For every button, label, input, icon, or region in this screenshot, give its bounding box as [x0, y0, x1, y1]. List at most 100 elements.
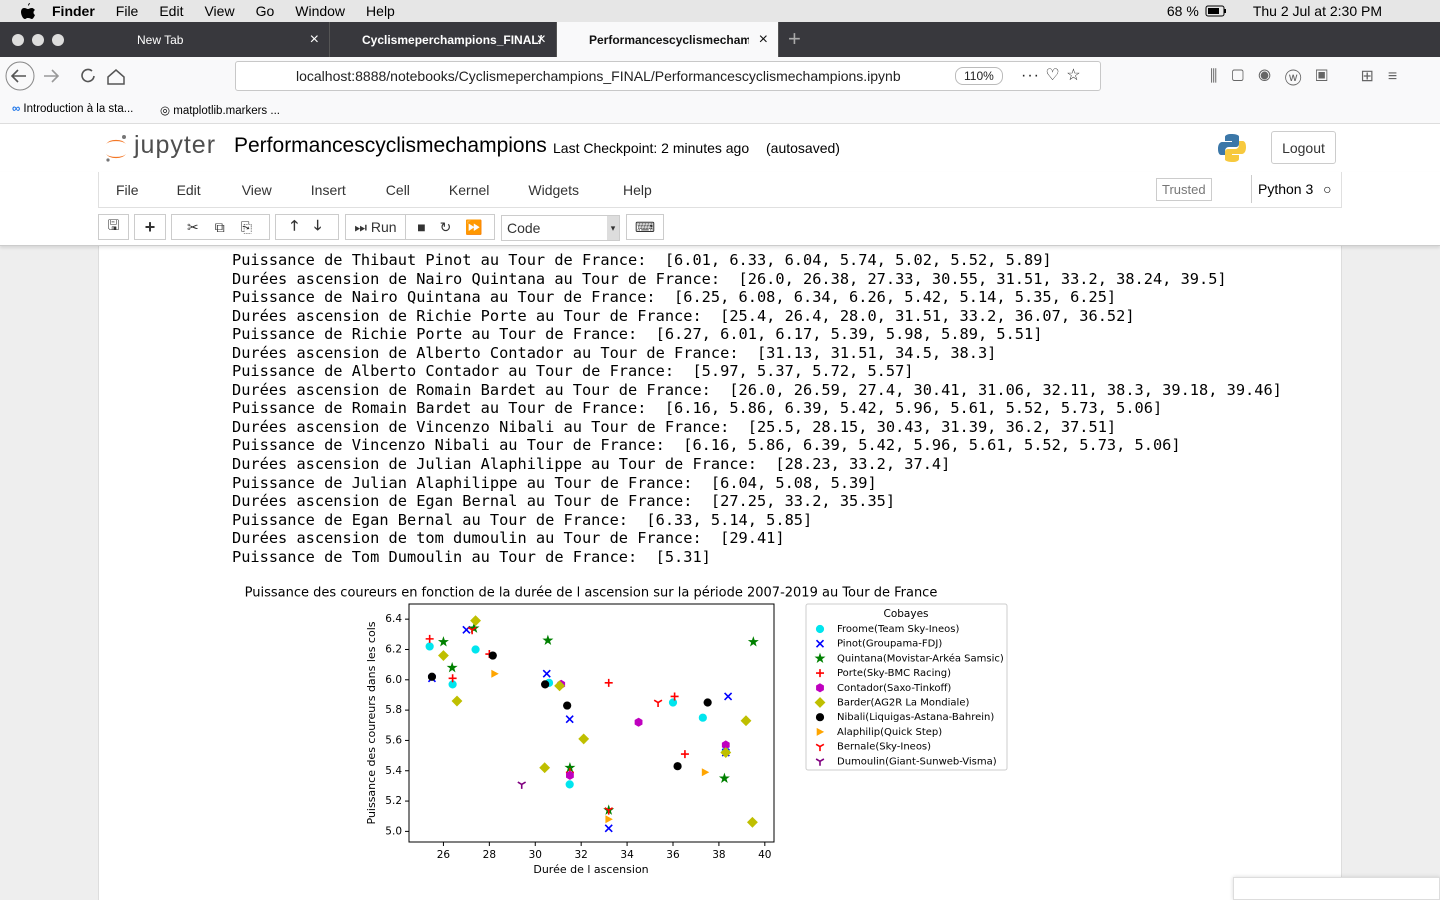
- y-tick-label: 5.6: [385, 734, 402, 746]
- trusted[interactable]: Trusted: [1156, 178, 1212, 201]
- point: [425, 634, 434, 643]
- jupyter-logo[interactable]: jupyter: [134, 131, 217, 159]
- point: [448, 680, 457, 689]
- zoom[interactable]: 110%: [955, 67, 1003, 85]
- run-button[interactable]: ⏭ Run: [345, 214, 406, 240]
- move-buttons[interactable]: 🡑🡓: [275, 214, 339, 240]
- menu-item[interactable]: Help: [622, 182, 652, 198]
- menu-item[interactable]: Widgets: [528, 182, 579, 198]
- toolbar-icons[interactable]: ⫼▢◉ⓦ▣ ⊞≡: [1210, 68, 1412, 85]
- menu-item[interactable]: View: [204, 3, 235, 19]
- notebook-name[interactable]: Performancescyclismechampions: [234, 134, 547, 157]
- legend-marker: [815, 713, 825, 722]
- legend-label: Bernale(Sky-Ineos): [837, 742, 931, 753]
- kernel-buttons[interactable]: ■↻⏩: [405, 214, 495, 240]
- legend-marker: [816, 683, 824, 693]
- output-line: Puissance de Tom Dumoulin au Tour de Fra…: [232, 547, 711, 566]
- output-line: Puissance de Julian Alaphilippe au Tour …: [232, 473, 877, 492]
- legend-label: Quintana(Movistar-Arkéa Samsic): [837, 652, 1004, 664]
- menu-item[interactable]: File: [115, 3, 139, 19]
- menu-item[interactable]: File: [116, 182, 139, 198]
- point: [578, 733, 590, 745]
- y-tick-label: 5.2: [385, 795, 402, 807]
- menu-item[interactable]: View: [241, 182, 272, 198]
- point: [673, 762, 682, 771]
- logout-button[interactable]: Logout: [1271, 131, 1336, 164]
- point: [747, 636, 759, 647]
- run-label: Run: [370, 219, 397, 235]
- menu-item[interactable]: Help: [366, 3, 395, 19]
- legend-marker: [814, 697, 826, 708]
- x-tick-label: 36: [666, 849, 680, 861]
- url: localhost:8888/notebooks/Cyclismepercham…: [296, 68, 901, 84]
- menu-item[interactable]: Go: [255, 3, 275, 19]
- menu-item[interactable]: Cell: [385, 182, 410, 198]
- point: [565, 780, 574, 789]
- y-tick-label: 6.2: [385, 643, 402, 655]
- clock[interactable]: Thu 2 Jul at 2:30 PM: [1252, 3, 1382, 19]
- url-bar[interactable]: localhost:8888/notebooks/Cyclismepercham…: [235, 61, 1101, 91]
- menu: File Edit View Insert Cell Kernel Widgets Help: [116, 182, 652, 198]
- point: [724, 692, 733, 701]
- output-line: Durées ascension de Romain Bardet au Tou…: [232, 380, 1282, 399]
- page-actions[interactable]: ··· ♡ ☆: [1021, 67, 1082, 84]
- output-line: Puissance de Romain Bardet au Tour de Fr…: [232, 399, 1163, 418]
- checkpoint: Last Checkpoint: 2 minutes ago: [553, 140, 750, 156]
- tab[interactable]: Cyclismeperchampions_FINAL/×: [330, 22, 557, 57]
- battery[interactable]: 68 %: [1166, 3, 1199, 19]
- menu-item[interactable]: Edit: [159, 3, 184, 19]
- point: [488, 651, 497, 660]
- legend-label: Froome(Team Sky-Ineos): [837, 624, 959, 635]
- x-axis-label: Durée de l ascension: [533, 863, 648, 876]
- point: [565, 715, 574, 724]
- point: [542, 634, 554, 646]
- edit-buttons[interactable]: ✂⧉⎘: [171, 214, 270, 240]
- point: [541, 680, 550, 689]
- point: [634, 717, 643, 727]
- menu-item[interactable]: Edit: [176, 182, 201, 198]
- new-tab-button[interactable]: +: [788, 26, 801, 51]
- kernel[interactable]: Python 3 ○: [1251, 175, 1338, 203]
- app-name[interactable]: Finder: [52, 3, 95, 19]
- apple-icon[interactable]: [8, 0, 52, 22]
- x-tick-label: 28: [483, 849, 496, 861]
- legend-label: Dumoulin(Giant-Sunweb-Visma): [837, 756, 997, 767]
- y-tick-label: 5.0: [385, 825, 402, 837]
- menu-item[interactable]: Kernel: [448, 182, 490, 198]
- output-line: Puissance de Vincenzo Nibali au Tour de …: [232, 436, 1181, 455]
- x-tick-label: 30: [529, 849, 542, 861]
- legend-marker: [815, 758, 825, 766]
- point: [604, 807, 614, 815]
- x-tick-label: 32: [574, 849, 587, 861]
- x-tick-label: 38: [712, 849, 725, 861]
- legend-label: Porte(Sky-BMC Racing): [837, 668, 951, 679]
- point: [554, 680, 566, 692]
- tab-label: Cyclismeperchampions_FINAL/: [362, 32, 543, 47]
- menu-container: File Edit View Insert Cell Kernel Widgets Help …: [98, 172, 1342, 208]
- legend-title: Cobayes: [884, 608, 929, 620]
- legend-label: Barder(AG2R La Mondiale): [837, 698, 969, 709]
- mac-menu-bar: Finder File Edit View Go Window Help 68 % Thu…: [0, 0, 1440, 22]
- window-controls[interactable]: [12, 33, 68, 47]
- nav-buttons[interactable]: [4, 60, 134, 92]
- tab[interactable]: New Tab ×: [105, 22, 330, 57]
- save-button[interactable]: 🖫: [98, 214, 129, 240]
- x-tick-label: 26: [437, 849, 451, 861]
- tab-label: New Tab: [137, 32, 184, 47]
- cell-type-select[interactable]: Code ▾: [501, 215, 620, 241]
- menu-item[interactable]: Window: [295, 3, 346, 19]
- legend-marker: [814, 652, 826, 664]
- menu-item[interactable]: Insert: [310, 182, 346, 198]
- point: [467, 626, 477, 635]
- tab[interactable]: Performancescyclismechampions×: [557, 22, 779, 57]
- add-button[interactable]: +: [134, 214, 166, 240]
- bookmark[interactable]: ◎ matplotlib.markers ...: [160, 105, 280, 117]
- output-line: Durées ascension de Richie Porte au Tour…: [232, 306, 1135, 325]
- cell-type: Code: [507, 220, 541, 236]
- jupyter-logo-icon: [106, 135, 126, 162]
- output-line: Durées ascension de Julian Alaphilippe a…: [232, 455, 951, 474]
- bookmark[interactable]: ∞ Introduction à la sta...: [12, 103, 134, 115]
- keyboard-button[interactable]: ⌨: [626, 214, 664, 240]
- tab-bar: New Tab × Cyclismeperchampions_FINAL/× Pe…: [0, 22, 1440, 57]
